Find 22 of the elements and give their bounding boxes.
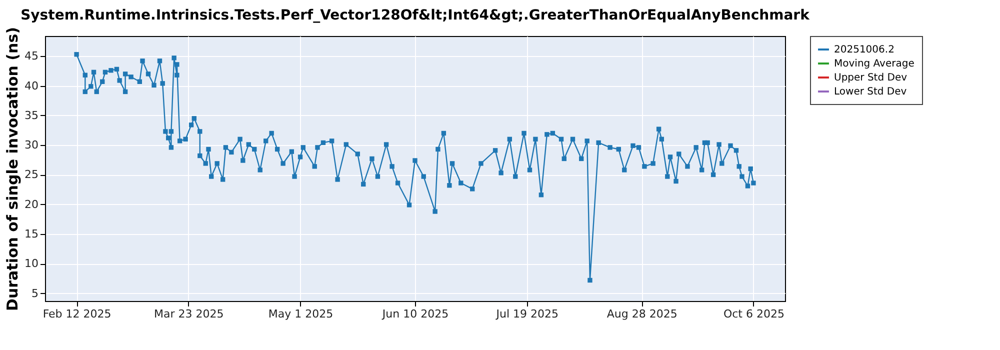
y-tick-label: 20	[24, 198, 38, 211]
y-tick-label: 10	[24, 257, 38, 270]
legend-label: Upper Std Dev	[834, 72, 908, 84]
x-tick-label: Jun 10 2025	[381, 308, 449, 320]
y-tick-label: 40	[24, 79, 38, 92]
x-tick-label: Oct 6 2025	[723, 308, 784, 320]
legend-label: 20251006.2	[834, 44, 894, 56]
x-tick-label: Jul 19 2025	[495, 308, 558, 320]
x-tick-label: Aug 28 2025	[606, 308, 678, 320]
y-tick-label: 45	[24, 50, 38, 63]
x-tick-label: Mar 23 2025	[154, 308, 224, 320]
y-tick-label: 30	[24, 138, 38, 152]
y-tick-label: 35	[24, 108, 38, 122]
y-axis-title: Duration of single invocation (ns)	[4, 27, 22, 311]
y-tick-label: 25	[24, 168, 38, 182]
legend-label: Moving Average	[834, 58, 914, 70]
x-tick-label: Feb 12 2025	[42, 308, 112, 320]
y-tick-label: 15	[24, 228, 38, 241]
x-tick-label: May 1 2025	[268, 308, 334, 320]
legend-label: Lower Std Dev	[834, 86, 907, 98]
chart-title: System.Runtime.Intrinsics.Tests.Perf_Vector128Of&lt;Int64&gt;.GreaterThanOrEqualAnyBenchmark	[20, 8, 810, 24]
y-tick-label: 5	[32, 286, 38, 300]
